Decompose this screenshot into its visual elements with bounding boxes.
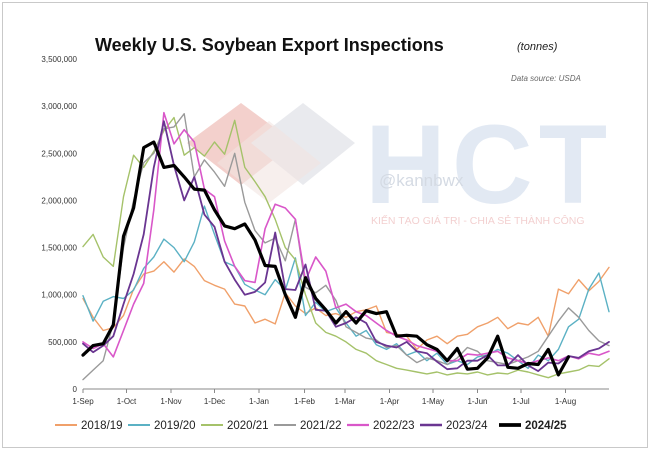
legend-item: 2019/20 — [128, 420, 196, 432]
soybean-export-chart: HCT @kannbwx KIẾN TẠO GIÁ TRỊ - CHIA SẺ … — [41, 35, 613, 432]
legend-label: 2019/20 — [154, 420, 196, 432]
series-line-2020-21 — [82, 116, 610, 379]
x-tick-label: 1-Aug — [555, 397, 576, 406]
legend-label: 2021/22 — [300, 420, 342, 432]
series-line-2018-19 — [82, 258, 610, 351]
x-tick-label: 1-Dec — [204, 397, 225, 406]
legend: 2018/19 2019/20 2020/21 2021/22 2022/23 2023/… — [55, 420, 567, 432]
x-tick-label: 1-Jun — [467, 397, 487, 406]
y-tick-label: 3,000,000 — [41, 102, 77, 111]
watermark-diamond-icon — [251, 103, 355, 185]
y-tick-label: 2,500,000 — [41, 149, 77, 158]
legend-label: 2024/25 — [525, 420, 567, 432]
axes: 0 500,000 1,000,000 1,500,000 2,000,000 2,500… — [41, 55, 609, 406]
watermark-slogan: KIẾN TẠO GIÁ TRỊ - CHIA SẺ THÀNH CÔNG — [371, 214, 585, 227]
watermark-diamond-icon — [217, 121, 321, 203]
y-tick-label: 2,000,000 — [41, 196, 77, 205]
y-tick-label: 3,500,000 — [41, 55, 77, 64]
y-tick-label: 500,000 — [48, 338, 77, 347]
watermark-brand: HCT — [365, 102, 613, 227]
series-line-2024-25 — [81, 140, 571, 377]
y-tick-label: 0 — [73, 385, 78, 394]
chart-title-units: (tonnes) — [517, 41, 558, 53]
legend-item: 2018/19 — [55, 420, 123, 432]
y-tick-label: 1,000,000 — [41, 291, 77, 300]
legend-label: 2020/21 — [227, 420, 269, 432]
series-line-2023-24 — [82, 120, 610, 372]
legend-item: 2024/25 — [499, 420, 567, 432]
x-tick-label: 1-Feb — [294, 397, 315, 406]
legend-item: 2022/23 — [347, 420, 415, 432]
watermark: HCT @kannbwx KIẾN TẠO GIÁ TRỊ - CHIA SẺ … — [187, 102, 613, 227]
legend-item: 2020/21 — [201, 420, 269, 432]
legend-label: 2018/19 — [81, 420, 123, 432]
series-group — [81, 111, 610, 381]
legend-label: 2023/24 — [446, 420, 488, 432]
watermark-diamond-icon — [187, 103, 295, 185]
legend-label: 2022/23 — [373, 420, 415, 432]
x-tick-label: 1-Apr — [380, 397, 400, 406]
chart-title: Weekly U.S. Soybean Export Inspections — [95, 35, 444, 55]
x-tick-label: 1-Jul — [512, 397, 530, 406]
legend-item: 2021/22 — [274, 420, 342, 432]
series-line-2022-23 — [82, 111, 610, 365]
series-line-2019-20 — [82, 205, 610, 369]
y-tick-label: 1,500,000 — [41, 244, 77, 253]
watermark-handle: @kannbwx — [379, 171, 464, 190]
data-source-note: Data source: USDA — [511, 74, 581, 83]
legend-item: 2023/24 — [420, 420, 488, 432]
x-tick-label: 1-Jan — [249, 397, 269, 406]
x-tick-label: 1-May — [422, 397, 444, 406]
x-tick-label: 1-Sep — [72, 397, 94, 406]
x-tick-label: 1-Oct — [117, 397, 137, 406]
x-tick-label: 1-Nov — [160, 397, 181, 406]
x-tick-label: 1-Mar — [335, 397, 356, 406]
